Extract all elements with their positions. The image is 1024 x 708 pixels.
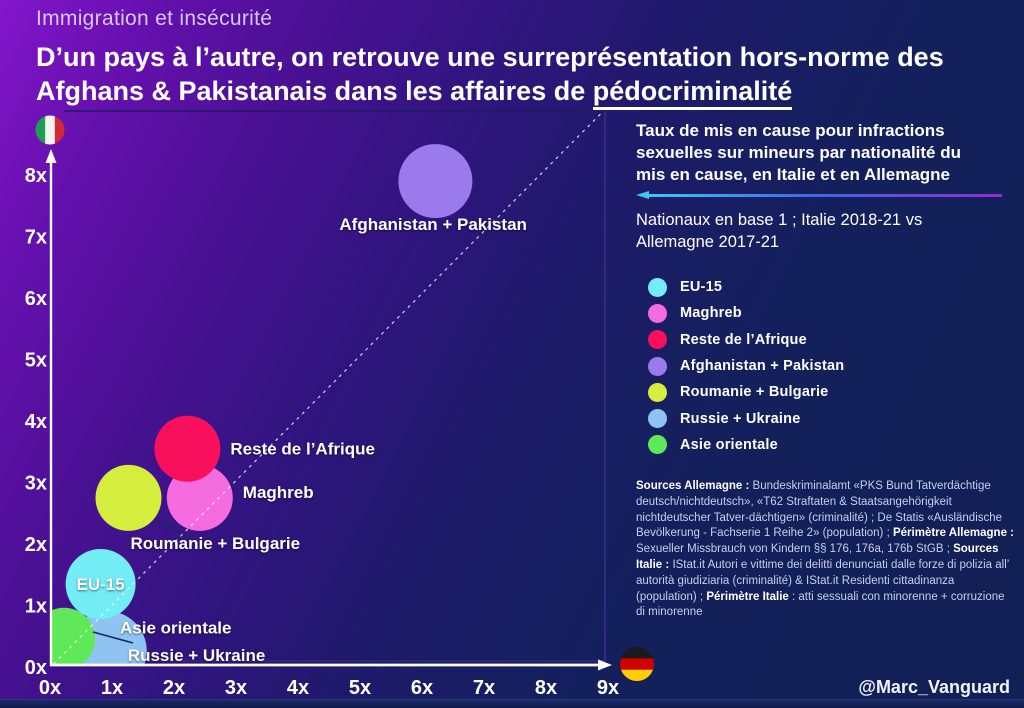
sources-text: Sources Allemagne : Bundeskriminalamt «P… [636, 479, 1014, 621]
legend-item-reste-de-l-afrique: Reste de l’Afrique [648, 327, 1014, 353]
bubble-label-eu-15: EU-15 [77, 575, 125, 594]
legend-label: Afghanistan + Pakistan [680, 358, 845, 375]
bubble-asie-orientale [51, 607, 95, 665]
x-axis-arrowhead-icon [598, 659, 612, 671]
bubble-label-russie-ukraine: Russie + Ukraine [128, 646, 265, 665]
legend-item-afghanistan-pakistan: Afghanistan + Pakistan [648, 353, 1014, 379]
legend-label: Asie orientale [680, 436, 778, 453]
bubble-roumanie-bulgarie [95, 464, 162, 531]
legend-item-maghreb: Maghreb [648, 300, 1014, 326]
germany-flag-icon [620, 647, 654, 681]
y-tick-label-2: 2x [25, 534, 47, 556]
legend-label: Reste de l’Afrique [680, 331, 807, 348]
page-title: D’un pays à l’autre, on retrouve une sur… [36, 40, 996, 110]
x-tick-label-7: 7x [473, 677, 495, 699]
y-tick-label-1: 1x [25, 596, 47, 618]
right-panel: Taux de mis en cause pour infractions se… [636, 120, 1014, 621]
panel-subtitle: Nationaux en base 1 ; Italie 2018-21 vs … [636, 211, 923, 251]
label-connector-line-0 [154, 518, 192, 541]
bubble-reste-de-l-afrique [154, 415, 221, 482]
arrowhead-icon [636, 191, 649, 199]
legend-label: EU-15 [680, 279, 723, 296]
y-tick-labels: 0x 1x 2x 3x 4x 5x 6x 7x 8x [25, 165, 47, 679]
bubble-label-afghanistan-pakistan: Afghanistan + Pakistan [339, 215, 527, 234]
header-kicker: Immigration et insécurité [36, 7, 273, 30]
sources-segment: Bundeskriminalamt «PKS Bund Tatverdächti… [636, 480, 1003, 540]
y-tick-label-0: 0x [25, 657, 47, 679]
x-tick-label-6: 6x [411, 677, 433, 699]
italy-flag-icon [35, 115, 65, 145]
bubble-label-reste-de-l-afrique: Reste de l’Afrique [230, 440, 375, 459]
bubble-label-asie-orientale: Asie orientale [120, 619, 232, 638]
x-tick-labels: 0x 1x 2x 3x 4x 5x 6x 7x 8x 9x [39, 677, 619, 699]
bubble-label-roumanie-bulgarie: Roumanie + Bulgarie [131, 534, 301, 553]
bottom-bar [0, 699, 1024, 708]
y-tick-label-6: 6x [25, 288, 47, 310]
x-tick-label-9: 9x [597, 677, 619, 699]
bubbles-group [51, 144, 473, 665]
x-tick-label-4: 4x [287, 677, 309, 699]
y-tick-label-4: 4x [25, 411, 47, 433]
x-tick-label-8: 8x [535, 677, 557, 699]
legend-item-eu-15: EU-15 [648, 274, 1014, 300]
legend-label: Roumanie + Bulgarie [680, 384, 829, 401]
legend-dot-russie-ukraine [648, 409, 667, 429]
x-tick-label-2: 2x [163, 677, 185, 699]
legend-label: Maghreb [680, 305, 742, 322]
identity-dashed-line [53, 110, 604, 665]
sources-bold-segment: Périmètre Italie [706, 590, 792, 603]
x-tick-label-5: 5x [349, 677, 371, 699]
footer-handle: @Marc_Vanguard [858, 677, 1010, 697]
legend-dot-asie-orientale [648, 435, 667, 455]
left-arrow-icon [636, 191, 1008, 200]
y-tick-label-7: 7x [25, 227, 47, 249]
bubble-afghanistan-pakistan [398, 144, 473, 219]
sources-bold-segment: Périmètre Allemagne : [892, 527, 1014, 540]
legend-dot-reste-de-l-afrique [648, 330, 667, 350]
legend-dot-afghanistan-pakistan [648, 356, 667, 376]
title-line2-prefix: Afghans & Pakistanais dans les affaires … [36, 76, 593, 106]
panel-title: Taux de mis en cause pour infractions se… [636, 121, 961, 184]
x-tick-label-3: 3x [225, 677, 247, 699]
title-line1: D’un pays à l’autre, on retrouve une sur… [36, 42, 944, 72]
y-tick-label-5: 5x [25, 350, 47, 372]
sources-segment: IStat.it Autori e vittime dei delitti de… [636, 559, 1009, 603]
sources-bold-segment: Sources Allemagne : [636, 480, 753, 493]
sources-segment: : atti sessuali con minorenne + corruzio… [636, 590, 1005, 619]
y-tick-label-3: 3x [25, 473, 47, 495]
y-tick-label-8: 8x [25, 165, 47, 187]
legend-item-asie-orientale: Asie orientale [648, 432, 1014, 458]
legend-dot-roumanie-bulgarie [648, 382, 667, 402]
legend-label: Russie + Ukraine [680, 410, 801, 427]
y-axis-arrowhead-icon [45, 149, 57, 163]
legend-item-russie-ukraine: Russie + Ukraine [648, 405, 1014, 431]
legend-item-roumanie-bulgarie: Roumanie + Bulgarie [648, 379, 1014, 405]
label-connector-line-1 [92, 631, 134, 644]
legend-dot-eu-15 [648, 277, 667, 297]
arrow-gradient-line [646, 194, 1002, 197]
bubble-label-maghreb: Maghreb [243, 483, 314, 502]
sources-segment: Sexueller Missbrauch von Kindern §§ 176,… [636, 543, 954, 556]
title-underlined-word: pédocriminalité [592, 76, 793, 110]
legend: EU-15 Maghreb Reste de l’Afrique Afghanista… [636, 274, 1014, 458]
legend-dot-maghreb [648, 303, 667, 323]
x-tick-label-0: 0x [39, 677, 61, 699]
x-tick-label-1: 1x [101, 677, 123, 699]
sources-bold-segment: Sources Italie : [636, 543, 999, 572]
bubble-eu-15 [65, 549, 136, 619]
